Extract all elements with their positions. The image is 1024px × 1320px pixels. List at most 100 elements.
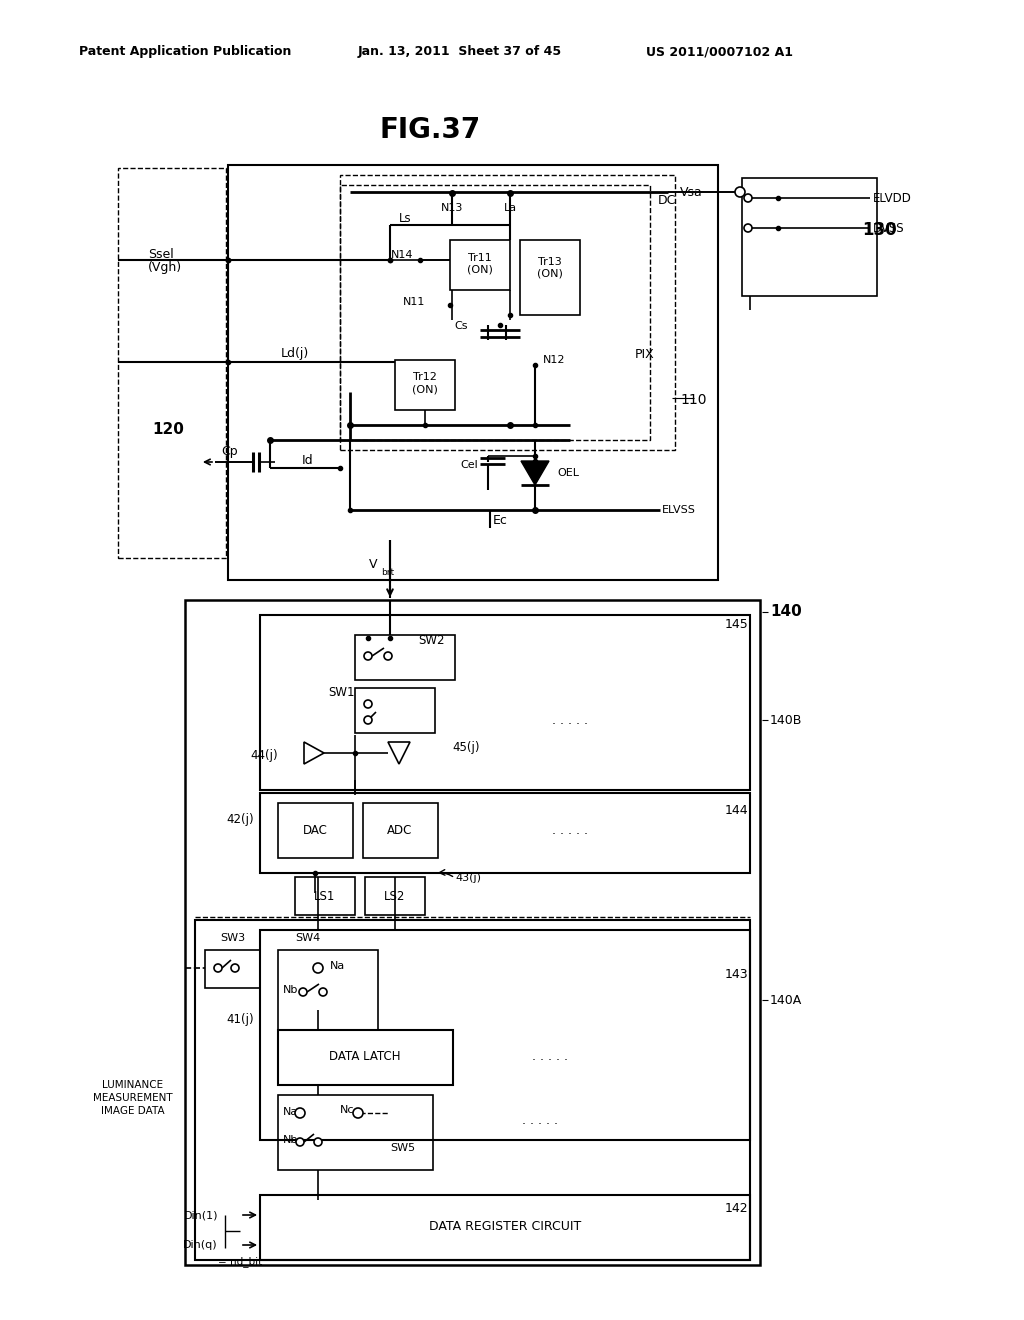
Text: SW2: SW2 <box>418 634 444 647</box>
Bar <box>260 615 750 789</box>
Polygon shape <box>304 742 324 764</box>
Text: (ON): (ON) <box>537 269 563 279</box>
Bar <box>450 240 510 290</box>
Text: OEL: OEL <box>557 469 579 478</box>
Text: Jan. 13, 2011  Sheet 37 of 45: Jan. 13, 2011 Sheet 37 of 45 <box>358 45 562 58</box>
Text: Cp: Cp <box>221 446 239 458</box>
Text: ELVDD: ELVDD <box>873 191 912 205</box>
Circle shape <box>364 715 372 723</box>
Text: LS1: LS1 <box>314 890 336 903</box>
Text: N14: N14 <box>390 249 413 260</box>
Text: Nb: Nb <box>283 985 298 995</box>
Circle shape <box>299 987 307 997</box>
Text: Nb: Nb <box>283 1135 298 1144</box>
Text: 44(j): 44(j) <box>251 748 278 762</box>
Bar <box>355 635 455 680</box>
Bar <box>185 601 760 1265</box>
Text: 143: 143 <box>725 969 749 982</box>
Text: . . . . .: . . . . . <box>532 1051 568 1064</box>
Text: Patent Application Publication: Patent Application Publication <box>79 45 291 58</box>
Circle shape <box>214 964 222 972</box>
Text: ADC: ADC <box>387 824 413 837</box>
Text: DAC: DAC <box>302 824 328 837</box>
Text: Na: Na <box>330 961 345 972</box>
Text: Ls: Ls <box>398 211 412 224</box>
Text: . . . . .: . . . . . <box>522 1114 558 1126</box>
Bar <box>340 185 650 440</box>
Bar <box>278 803 353 858</box>
Text: Ld(j): Ld(j) <box>281 346 309 359</box>
Text: 43(j): 43(j) <box>455 873 481 883</box>
Circle shape <box>744 194 752 202</box>
Circle shape <box>744 224 752 232</box>
Text: SW3: SW3 <box>220 933 245 942</box>
Text: 130: 130 <box>862 220 897 239</box>
Text: 140B: 140B <box>770 714 803 726</box>
Text: (ON): (ON) <box>467 265 493 275</box>
Bar <box>260 793 750 873</box>
Text: 120: 120 <box>152 422 184 437</box>
Text: 140A: 140A <box>770 994 802 1006</box>
Circle shape <box>384 652 392 660</box>
Polygon shape <box>521 461 549 484</box>
Bar <box>260 931 750 1140</box>
Text: (Vgh): (Vgh) <box>148 260 182 273</box>
Circle shape <box>314 1138 322 1146</box>
Text: 110: 110 <box>680 393 707 407</box>
Text: DVSS: DVSS <box>873 222 904 235</box>
Bar <box>395 360 455 411</box>
Text: DATA REGISTER CIRCUIT: DATA REGISTER CIRCUIT <box>429 1221 582 1233</box>
Text: Tr12: Tr12 <box>413 372 437 381</box>
Circle shape <box>296 1138 304 1146</box>
Circle shape <box>364 700 372 708</box>
Text: 145: 145 <box>725 619 749 631</box>
Bar <box>195 920 750 1261</box>
Bar <box>205 950 260 987</box>
Text: brt: brt <box>381 568 394 577</box>
Text: Tr11: Tr11 <box>468 253 492 263</box>
Circle shape <box>313 964 323 973</box>
Bar <box>295 876 355 915</box>
Bar <box>278 950 378 1030</box>
Text: = nd_bit: = nd_bit <box>218 1257 262 1267</box>
Circle shape <box>231 964 239 972</box>
Text: FIG.37: FIG.37 <box>379 116 480 144</box>
Text: La: La <box>504 203 516 213</box>
Text: Cel: Cel <box>460 459 478 470</box>
Circle shape <box>364 652 372 660</box>
Text: 45(j): 45(j) <box>452 742 479 755</box>
Bar <box>355 688 435 733</box>
Text: ELVSS: ELVSS <box>662 506 696 515</box>
Bar <box>228 165 718 579</box>
Text: DC: DC <box>658 194 677 206</box>
Text: 42(j): 42(j) <box>226 813 254 826</box>
Text: Nc: Nc <box>340 1105 354 1115</box>
Polygon shape <box>388 742 410 764</box>
Bar <box>340 176 675 450</box>
Text: N12: N12 <box>543 355 565 366</box>
Text: 41(j): 41(j) <box>226 1014 254 1027</box>
Text: IMAGE DATA: IMAGE DATA <box>101 1106 165 1115</box>
Circle shape <box>735 187 745 197</box>
Text: MEASUREMENT: MEASUREMENT <box>93 1093 173 1104</box>
Circle shape <box>353 1107 362 1118</box>
Bar <box>520 240 580 315</box>
Text: LS2: LS2 <box>384 890 406 903</box>
Text: . . . . .: . . . . . <box>552 824 588 837</box>
Bar <box>260 1195 750 1261</box>
Text: PIX: PIX <box>635 348 654 362</box>
Text: 142: 142 <box>725 1201 749 1214</box>
Text: 140: 140 <box>770 605 802 619</box>
Text: N11: N11 <box>402 297 425 308</box>
Bar <box>278 1030 453 1085</box>
Text: Id: Id <box>302 454 313 466</box>
Text: US 2011/0007102 A1: US 2011/0007102 A1 <box>646 45 794 58</box>
Text: V: V <box>369 558 377 572</box>
Text: SW1: SW1 <box>329 685 355 698</box>
Text: Din(1): Din(1) <box>183 1210 218 1220</box>
Text: (ON): (ON) <box>412 384 438 393</box>
Bar <box>365 876 425 915</box>
Text: Tr13: Tr13 <box>539 257 562 267</box>
Text: SW4: SW4 <box>295 933 321 942</box>
Text: Din(q): Din(q) <box>183 1239 218 1250</box>
